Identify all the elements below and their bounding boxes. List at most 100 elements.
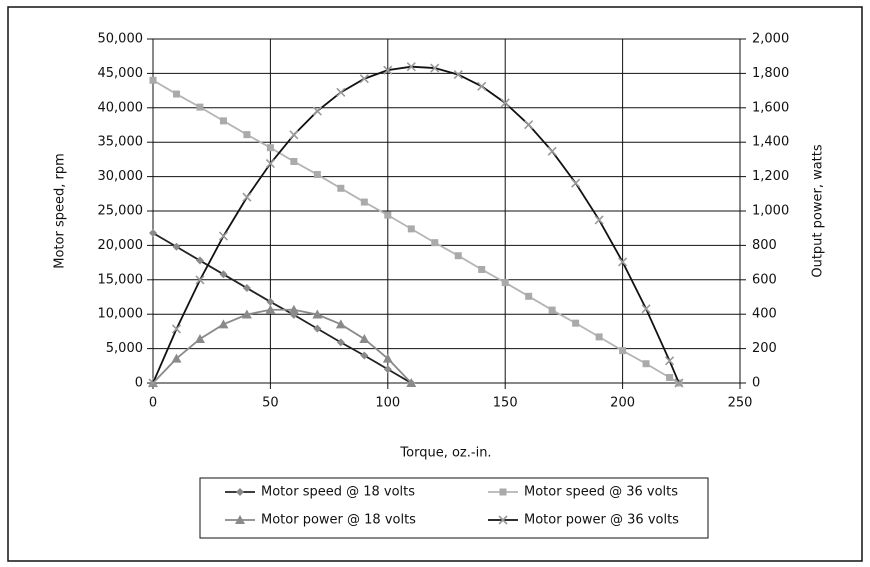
legend-box	[199, 477, 709, 539]
marker	[242, 284, 251, 293]
marker	[242, 192, 252, 202]
x-tick-label: 250	[728, 396, 753, 411]
marker	[501, 279, 509, 287]
marker	[313, 324, 322, 333]
x-tick-label: 200	[610, 396, 635, 411]
y2-tick-label: 600	[752, 272, 777, 287]
y2-tick-label: 0	[752, 376, 760, 391]
marker	[265, 304, 276, 314]
marker	[290, 157, 298, 165]
series-line	[152, 65, 680, 384]
marker	[359, 333, 370, 343]
marker	[288, 304, 299, 314]
marker	[619, 347, 627, 355]
marker	[454, 252, 462, 260]
marker	[548, 306, 556, 314]
y-tick-label: 35,000	[98, 135, 144, 150]
marker	[525, 292, 533, 300]
legend-label: Motor speed @ 36 volts	[524, 485, 678, 500]
marker	[194, 333, 205, 343]
y2-tick-label: 1,200	[752, 169, 789, 184]
y-tick-label: 0	[135, 376, 143, 391]
marker	[337, 184, 345, 192]
marker	[674, 378, 684, 388]
marker	[407, 225, 415, 233]
y-tick-label: 40,000	[98, 100, 144, 115]
marker	[312, 106, 322, 116]
marker	[149, 76, 157, 84]
legend-marker	[235, 515, 245, 524]
marker	[148, 378, 158, 388]
marker	[289, 130, 299, 140]
marker	[265, 158, 275, 169]
marker	[195, 275, 205, 285]
marker	[172, 242, 181, 251]
y-tick-label: 25,000	[98, 204, 144, 219]
marker	[359, 74, 369, 84]
y2-tick-label: 1,800	[752, 66, 789, 81]
y-tick-label: 50,000	[98, 32, 144, 47]
marker	[241, 309, 252, 319]
marker	[641, 304, 651, 314]
marker	[547, 146, 557, 156]
marker	[431, 239, 439, 247]
marker	[594, 215, 604, 225]
x-axis-label: Torque, oz.-in.	[399, 446, 491, 461]
y2-tick-label: 200	[752, 341, 777, 356]
y-tick-label: 20,000	[98, 238, 144, 253]
y2-axis-label: Output power, watts	[811, 144, 826, 278]
marker	[406, 62, 416, 72]
x-tick-label: 50	[262, 396, 279, 411]
y-tick-label: 30,000	[98, 169, 144, 184]
legend-label: Motor power @ 36 volts	[524, 513, 679, 528]
marker	[664, 356, 675, 366]
x-tick-label: 150	[493, 396, 518, 411]
y2-tick-label: 2,000	[752, 32, 789, 47]
legend-marker	[499, 488, 507, 496]
marker	[243, 131, 251, 139]
marker	[218, 319, 229, 329]
marker	[382, 353, 393, 363]
marker	[500, 98, 510, 108]
marker	[571, 178, 581, 188]
marker	[171, 324, 182, 334]
marker	[477, 81, 487, 91]
marker	[406, 378, 417, 387]
marker	[336, 87, 346, 97]
marker	[524, 120, 534, 130]
marker	[196, 103, 204, 111]
series-line	[152, 79, 680, 384]
legend-label: Motor speed @ 18 volts	[261, 485, 415, 500]
y-tick-label: 10,000	[98, 307, 144, 322]
legend-label: Motor power @ 18 volts	[261, 513, 416, 528]
marker	[336, 338, 345, 347]
y2-tick-label: 1,600	[752, 100, 789, 115]
marker	[313, 171, 321, 179]
series-line	[152, 308, 412, 384]
marker	[266, 144, 274, 152]
marker	[360, 198, 368, 206]
legend-marker	[498, 515, 508, 525]
marker	[360, 351, 369, 360]
marker	[666, 373, 674, 381]
marker	[642, 360, 650, 368]
y2-tick-label: 1,000	[752, 204, 789, 219]
marker	[195, 256, 204, 265]
series-line	[152, 232, 412, 384]
marker	[453, 70, 463, 80]
marker	[312, 309, 323, 319]
x-tick-label: 100	[375, 396, 400, 411]
marker	[572, 319, 580, 327]
legend-marker	[236, 488, 244, 496]
x-tick-label: 0	[149, 396, 157, 411]
y-axis-label: Motor speed, rpm	[53, 153, 68, 269]
marker	[478, 265, 486, 273]
marker	[219, 270, 228, 279]
chart-frame	[7, 6, 863, 562]
marker	[171, 353, 182, 363]
y-tick-label: 45,000	[98, 66, 144, 81]
marker	[335, 319, 346, 329]
marker	[384, 211, 392, 219]
y2-tick-label: 800	[752, 238, 777, 253]
